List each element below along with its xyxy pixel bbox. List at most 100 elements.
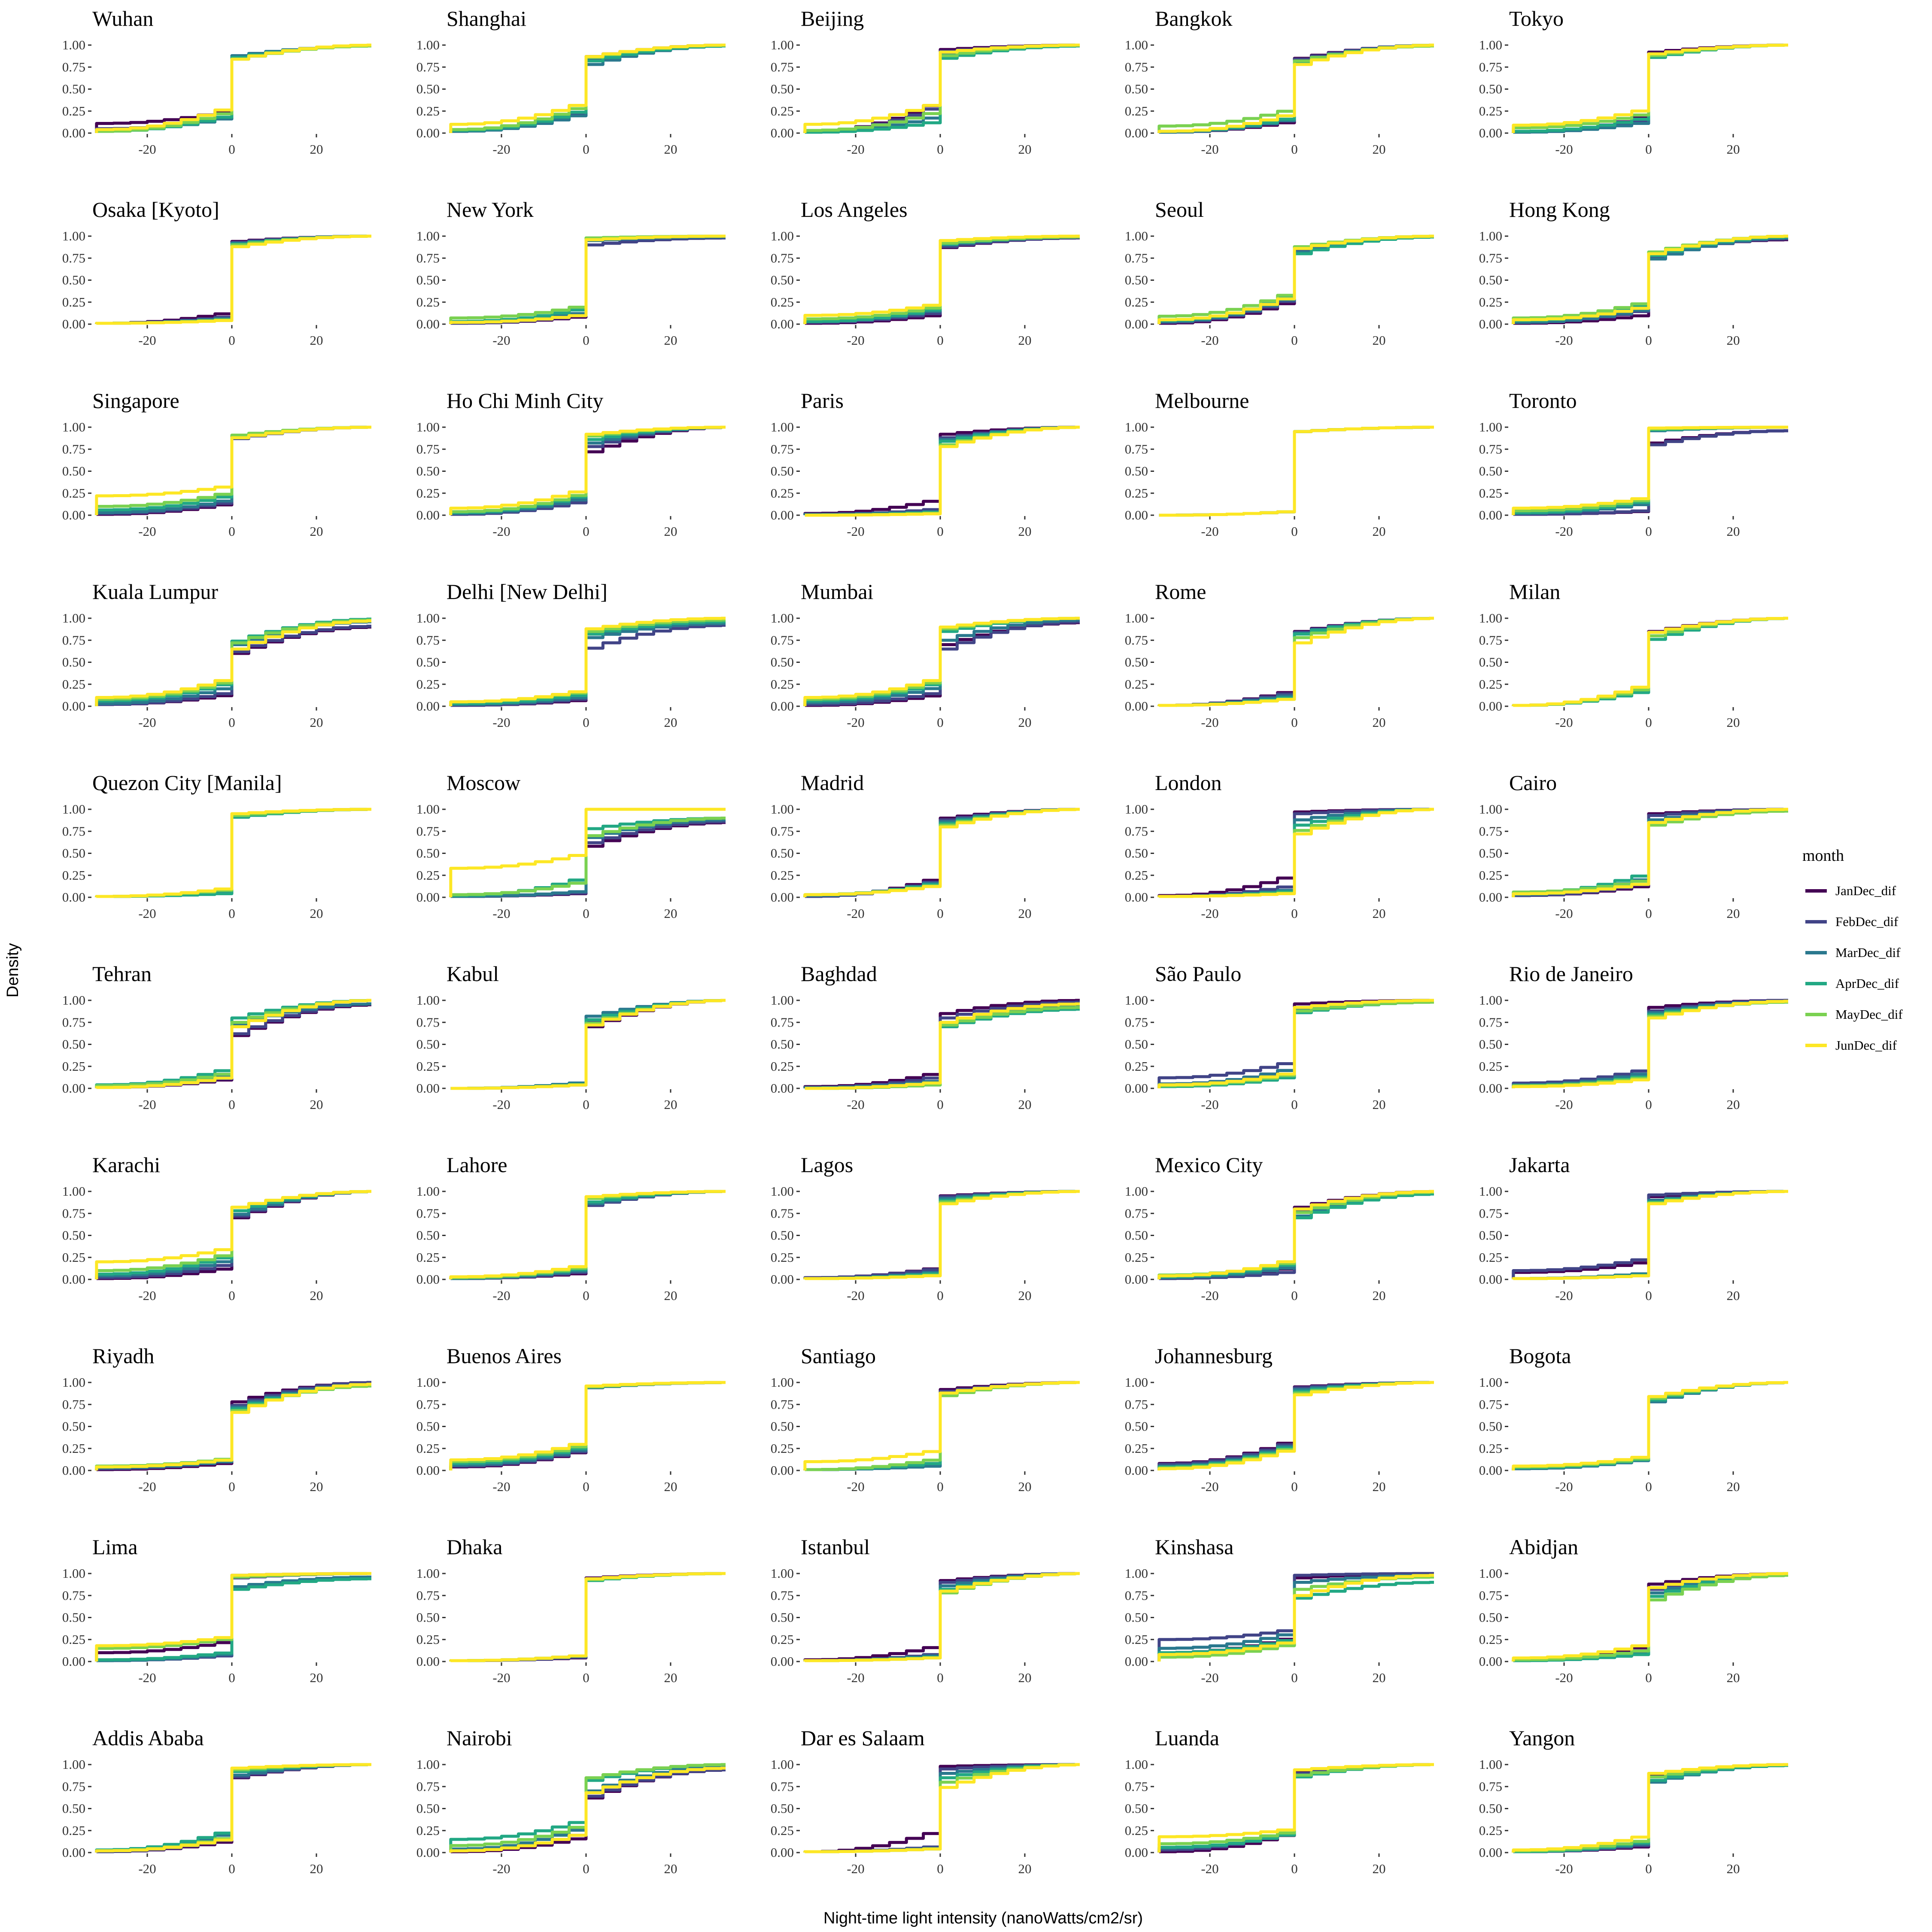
- x-tick-label: 0: [228, 333, 235, 348]
- series-line-jundec-dif: [1512, 425, 1788, 515]
- series-line-mardec-dif: [95, 620, 371, 706]
- x-tick-label: 20: [1018, 715, 1031, 730]
- series-line-jundec-dif: [803, 1381, 1080, 1470]
- y-tick-label: 0.50: [62, 655, 85, 670]
- series-line-jandec-dif: [449, 236, 726, 325]
- y-tick-label: 0.75: [416, 1206, 440, 1221]
- legend-label-maydec-dif: MayDec_dif: [1835, 1007, 1903, 1022]
- series-line-jandec-dif: [803, 621, 1080, 707]
- series-line-mardec-dif: [95, 425, 371, 515]
- y-tick-label: 0.25: [1479, 1250, 1502, 1265]
- x-tick-label: 0: [583, 1097, 589, 1112]
- y-tick-label: 0.25: [1125, 1059, 1148, 1074]
- y-tick-label: 1.00: [1479, 37, 1502, 52]
- y-tick-label: 0.00: [1125, 1272, 1148, 1287]
- series-line-febdec-dif: [95, 808, 371, 898]
- x-tick-label: 20: [1726, 333, 1740, 348]
- y-tick-label: 0.25: [1479, 1823, 1502, 1838]
- series-line-maydec-dif: [95, 808, 371, 898]
- x-tick-label: 0: [1645, 142, 1652, 157]
- x-tick-label: 20: [664, 142, 677, 157]
- y-tick-label: 0.50: [771, 846, 794, 861]
- series-line-jundec-dif: [1157, 808, 1434, 898]
- y-tick-label: 0.25: [1125, 677, 1148, 692]
- series-line-jundec-dif: [803, 1763, 1080, 1853]
- series-line-febdec-dif: [449, 236, 726, 325]
- panel-title: Lahore: [447, 1153, 507, 1177]
- panel-title: Cairo: [1509, 771, 1557, 795]
- series-line-jundec-dif: [450, 999, 726, 1090]
- y-tick-label: 0.00: [1479, 1463, 1502, 1478]
- series-line-febdec-dif: [1159, 425, 1434, 517]
- x-tick-label: -20: [1201, 1097, 1218, 1112]
- panel-title: Buenos Aires: [447, 1344, 562, 1368]
- y-tick-label: 0.75: [1479, 823, 1502, 838]
- panel-jakarta: Jakarta 0.00 0.25 0.50 0.75 1.00 -20 0 20: [1479, 1153, 1788, 1303]
- y-tick-label: 0.00: [1125, 699, 1148, 714]
- y-tick-label: 0.75: [1479, 441, 1502, 456]
- y-tick-label: 1.00: [1125, 419, 1148, 434]
- y-tick-label: 1.00: [416, 1566, 440, 1581]
- x-tick-label: 0: [1291, 1479, 1298, 1494]
- series-line-maydec-dif: [95, 1384, 371, 1470]
- series-line-maydec-dif: [95, 425, 371, 515]
- x-tick-label: 20: [1726, 1479, 1740, 1494]
- y-tick-label: 1.00: [1479, 1184, 1502, 1199]
- y-tick-label: 0.25: [771, 1823, 794, 1838]
- series-line-jundec-dif: [449, 808, 726, 897]
- y-tick-label: 0.25: [416, 1632, 440, 1647]
- x-tick-label: -20: [847, 524, 864, 539]
- panel-title: Seoul: [1155, 197, 1204, 222]
- y-tick-label: 0.50: [771, 1037, 794, 1052]
- y-tick-label: 0.00: [62, 507, 85, 522]
- y-tick-label: 0.75: [1125, 441, 1148, 456]
- panel-santiago: Santiago 0.00 0.25 0.50 0.75 1.00 -20 0 20: [771, 1344, 1080, 1494]
- series-line-maydec-dif: [449, 234, 726, 324]
- y-tick-label: 0.50: [62, 464, 85, 479]
- y-tick-label: 0.25: [62, 1250, 85, 1265]
- y-tick-label: 0.50: [771, 82, 794, 97]
- y-tick-label: 0.75: [62, 1588, 85, 1603]
- y-tick-label: 0.25: [771, 868, 794, 883]
- series-line-jandec-dif: [803, 999, 1080, 1088]
- panel-osaka-kyoto: Osaka [Kyoto] 0.00 0.25 0.50 0.75 1.00 -20 0 20: [62, 197, 371, 348]
- y-tick-label: 0.75: [1479, 1779, 1502, 1794]
- x-tick-label: 20: [1726, 1670, 1740, 1685]
- x-tick-label: 0: [228, 1288, 235, 1303]
- x-tick-label: 0: [1645, 1479, 1652, 1494]
- x-tick-label: 20: [664, 524, 677, 539]
- y-tick-label: 1.00: [1479, 1566, 1502, 1581]
- x-tick-label: 20: [1372, 1097, 1385, 1112]
- y-tick-label: 0.50: [1479, 1419, 1502, 1434]
- y-tick-label: 1.00: [771, 1566, 794, 1581]
- y-tick-label: 0.00: [416, 316, 440, 331]
- x-tick-label: 0: [937, 1479, 944, 1494]
- x-tick-label: -20: [1201, 1670, 1218, 1685]
- y-tick-label: 0.75: [1125, 250, 1148, 265]
- y-tick-label: 0.75: [1479, 1206, 1502, 1221]
- series-line-jundec-dif: [1159, 425, 1434, 517]
- y-tick-label: 0.00: [416, 125, 440, 140]
- y-tick-label: 0.50: [771, 1801, 794, 1816]
- x-tick-label: 20: [1372, 142, 1385, 157]
- y-tick-label: 0.75: [771, 1206, 794, 1221]
- panel-lahore: Lahore 0.00 0.25 0.50 0.75 1.00 -20 0 20: [416, 1153, 726, 1303]
- x-tick-label: 20: [664, 1670, 677, 1685]
- panel-title: Moscow: [447, 771, 520, 795]
- series-line-jandec-dif: [449, 821, 726, 898]
- y-tick-label: 0.75: [1125, 1779, 1148, 1794]
- legend-entries: JanDec_dif FebDec_dif MarDec_dif AprDec_dif…: [1805, 883, 1903, 1053]
- panel-title: Yangon: [1509, 1726, 1575, 1750]
- panel-title: Riyadh: [92, 1344, 154, 1368]
- y-tick-label: 0.75: [1125, 823, 1148, 838]
- x-tick-label: 20: [310, 906, 323, 921]
- series-line-jundec-dif: [1512, 999, 1788, 1088]
- series-line-jandec-dif: [95, 234, 371, 325]
- y-tick-label: 0.50: [1125, 1610, 1148, 1625]
- x-tick-label: 0: [228, 1861, 235, 1876]
- panel-johannesburg: Johannesburg 0.00 0.25 0.50 0.75 1.00 -20 0 20: [1125, 1344, 1434, 1494]
- y-tick-label: 0.75: [416, 250, 440, 265]
- x-tick-label: -20: [138, 1097, 156, 1112]
